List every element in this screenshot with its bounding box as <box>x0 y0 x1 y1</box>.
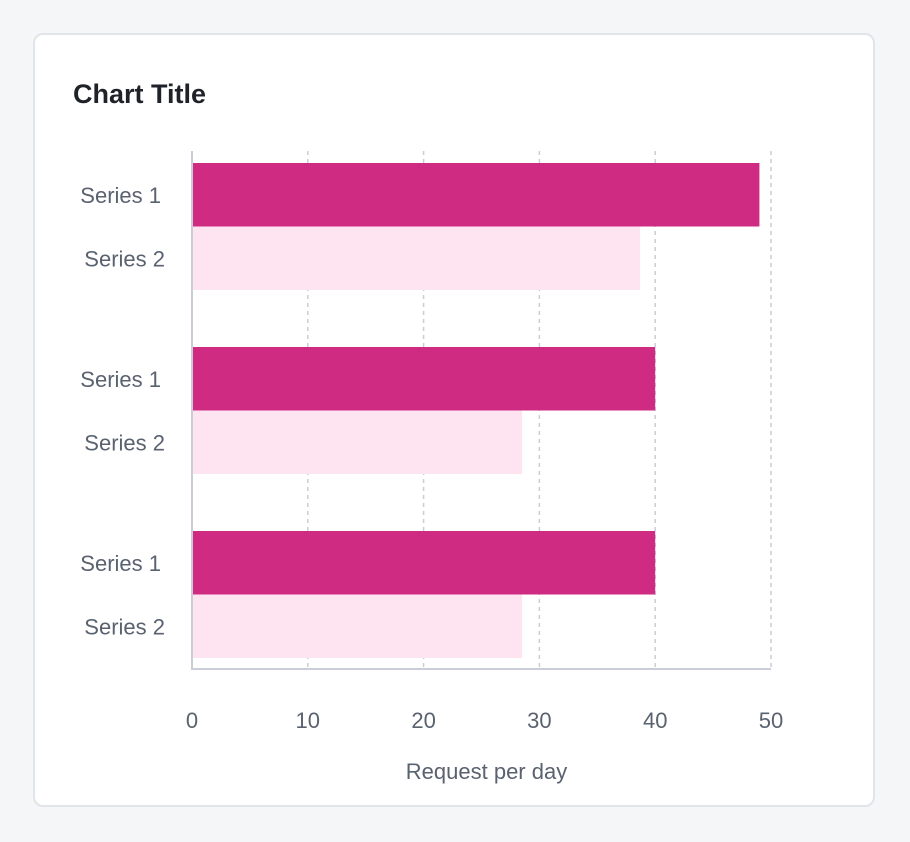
x-tick-label: 50 <box>759 708 783 733</box>
bar <box>192 594 523 658</box>
category-label: Series 2 <box>84 246 165 271</box>
bar <box>192 163 760 227</box>
bar <box>192 226 641 290</box>
bar <box>192 531 656 595</box>
bar <box>192 347 656 411</box>
category-label: Series 2 <box>84 430 165 455</box>
x-tick-label: 30 <box>527 708 551 733</box>
chart-card: Chart Title 0 10 20 30 40 50 Series 1 Series 2… <box>33 33 875 807</box>
x-tick-label: 0 <box>186 708 198 733</box>
category-label: Series 2 <box>84 614 165 639</box>
category-label: Series 1 <box>80 183 161 208</box>
x-tick-label: 20 <box>411 708 435 733</box>
x-tick-label: 40 <box>643 708 667 733</box>
category-labels: Series 1 Series 2 Series 1 Series 2 Series 1… <box>80 183 165 640</box>
bars <box>192 163 760 658</box>
chart-title: Chart Title <box>73 79 207 109</box>
bar <box>192 410 523 474</box>
axes: 0 10 20 30 40 50 <box>186 151 783 733</box>
x-axis-title: Request per day <box>406 759 567 784</box>
category-label: Series 1 <box>80 367 161 392</box>
category-label: Series 1 <box>80 551 161 576</box>
x-tick-label: 10 <box>296 708 320 733</box>
